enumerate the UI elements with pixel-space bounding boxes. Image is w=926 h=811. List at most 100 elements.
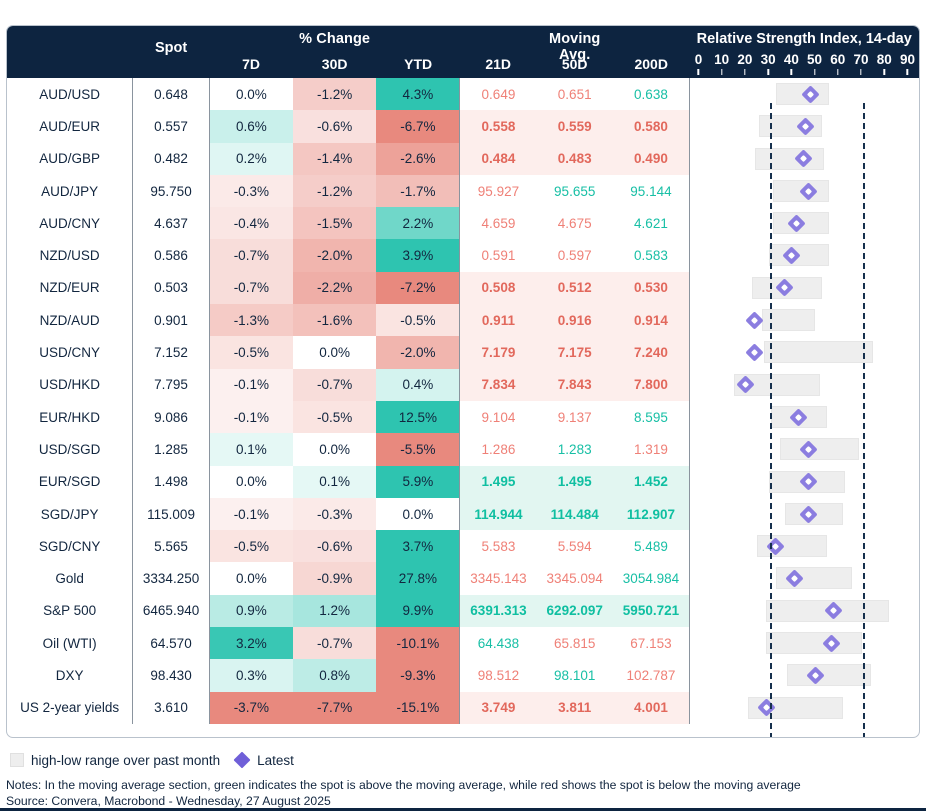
row-7d-change: 0.0% bbox=[209, 465, 293, 498]
row-30d-change: -0.5% bbox=[292, 400, 377, 434]
table-row[interactable]: US 2-year yields 3.610 -3.7% -7.7% -15.1% 3.7… bbox=[7, 691, 919, 724]
rsi-range-plot bbox=[690, 562, 919, 594]
row-rsi-cell bbox=[688, 239, 919, 272]
row-ma-50d: 0.512 bbox=[536, 271, 613, 305]
rsi-tick-label: 40 bbox=[783, 52, 799, 67]
row-instrument-name: EUR/HKD bbox=[7, 400, 133, 434]
table-row[interactable]: AUD/GBP 0.482 0.2% -1.4% -2.6% 0.484 0.483 0.49… bbox=[7, 142, 919, 175]
rsi-range-plot bbox=[690, 530, 919, 562]
row-ma-200d: 112.907 bbox=[612, 497, 690, 531]
row-ma-21d: 1.495 bbox=[459, 465, 537, 498]
header-200d[interactable]: 200D bbox=[612, 26, 690, 78]
rsi-range-plot bbox=[690, 175, 919, 207]
table-row[interactable]: USD/CNY 7.152 -0.5% 0.0% -2.0% 7.179 7.175 7.24… bbox=[7, 336, 919, 369]
header-rsi: Relative Strength Index, 14-day 0 10 20 30 4… bbox=[689, 26, 919, 78]
header-moving-avg-group[interactable]: Moving Avg. 50D bbox=[536, 26, 613, 78]
rsi-tick-label: 30 bbox=[760, 52, 776, 67]
table-row[interactable]: SGD/JPY 115.009 -0.1% -0.3% 0.0% 114.944 114.4… bbox=[7, 497, 919, 531]
table-row[interactable]: AUD/JPY 95.750 -0.3% -1.2% -1.7% 95.927 95.655… bbox=[7, 174, 919, 208]
legend-latest-label: Latest bbox=[257, 752, 294, 768]
row-ytd-change: 5.9% bbox=[376, 465, 460, 498]
row-rsi-cell bbox=[688, 594, 919, 628]
header-7d[interactable]: 7D bbox=[209, 26, 293, 78]
row-ma-21d: 3.749 bbox=[459, 691, 537, 724]
row-rsi-cell bbox=[688, 336, 919, 369]
table-row[interactable]: AUD/CNY 4.637 -0.4% -1.5% 2.2% 4.659 4.675 4.62… bbox=[7, 207, 919, 240]
rsi-tick-label: 50 bbox=[807, 52, 823, 67]
table-row[interactable]: Gold 3334.250 0.0% -0.9% 27.8% 3345.143 3345.0… bbox=[7, 562, 919, 595]
row-rsi-cell bbox=[688, 530, 919, 563]
table-row[interactable]: USD/SGD 1.285 0.1% 0.0% -5.5% 1.286 1.283 1.319 bbox=[7, 433, 919, 466]
row-ma-200d: 1.319 bbox=[612, 433, 690, 466]
table-row[interactable]: NZD/USD 0.586 -0.7% -2.0% 3.9% 0.591 0.597 0.58… bbox=[7, 239, 919, 272]
row-ma-200d: 4.621 bbox=[612, 207, 690, 240]
rsi-range-plot bbox=[690, 304, 919, 336]
header-ytd[interactable]: YTD bbox=[376, 26, 460, 78]
rsi-tick-mark bbox=[790, 69, 793, 75]
row-spot-value: 0.586 bbox=[132, 239, 210, 272]
rsi-range-plot bbox=[690, 207, 919, 239]
row-30d-change: -0.3% bbox=[292, 497, 377, 531]
row-7d-change: -0.7% bbox=[209, 271, 293, 305]
rsi-axis-ticks: 0 10 20 30 40 50 60 70 80 90 bbox=[689, 52, 919, 75]
table-row[interactable]: AUD/EUR 0.557 0.6% -0.6% -6.7% 0.558 0.559 0.58… bbox=[7, 110, 919, 143]
table-row[interactable]: NZD/AUD 0.901 -1.3% -1.6% -0.5% 0.911 0.916 0.9… bbox=[7, 304, 919, 337]
row-rsi-cell bbox=[688, 304, 919, 337]
table-row[interactable]: EUR/SGD 1.498 0.0% 0.1% 5.9% 1.495 1.495 1.452 bbox=[7, 465, 919, 498]
market-table: Spot 7D % Change 30D YTD 21D bbox=[6, 25, 920, 738]
rsi-range-plot bbox=[690, 433, 919, 465]
row-instrument-name: EUR/SGD bbox=[7, 465, 133, 498]
notes-line: Notes: In the moving average section, gr… bbox=[6, 778, 801, 792]
table-row[interactable]: DXY 98.430 0.3% 0.8% -9.3% 98.512 98.101 102.78… bbox=[7, 659, 919, 692]
header-spot[interactable]: Spot bbox=[132, 26, 210, 78]
row-rsi-cell bbox=[688, 142, 919, 175]
row-instrument-name: DXY bbox=[7, 659, 133, 692]
header-50d-label: 50D bbox=[561, 56, 588, 72]
table-header: Spot 7D % Change 30D YTD 21D bbox=[7, 26, 919, 78]
row-instrument-name: US 2-year yields bbox=[7, 691, 133, 724]
rsi-range-bar bbox=[766, 632, 862, 655]
rsi-range-plot bbox=[690, 498, 919, 530]
table-row[interactable]: USD/HKD 7.795 -0.1% -0.7% 0.4% 7.834 7.843 7.80… bbox=[7, 368, 919, 401]
row-ytd-change: -1.7% bbox=[376, 174, 460, 208]
header-pct-change-group[interactable]: % Change 30D bbox=[292, 26, 377, 78]
row-ytd-change: -2.6% bbox=[376, 142, 460, 175]
table-row[interactable]: Oil (WTI) 64.570 3.2% -0.7% -10.1% 64.438 65.8… bbox=[7, 627, 919, 660]
range-swatch-icon bbox=[10, 753, 24, 767]
row-ma-200d: 67.153 bbox=[612, 627, 690, 660]
row-ma-200d: 0.583 bbox=[612, 239, 690, 272]
row-ytd-change: 3.7% bbox=[376, 530, 460, 563]
row-ytd-change: -9.3% bbox=[376, 659, 460, 692]
table-row[interactable]: SGD/CNY 5.565 -0.5% -0.6% 3.7% 5.583 5.594 5.48… bbox=[7, 530, 919, 563]
header-21d[interactable]: 21D bbox=[459, 26, 537, 78]
row-rsi-cell bbox=[688, 207, 919, 240]
rsi-latest-marker bbox=[745, 343, 764, 362]
row-spot-value: 1.498 bbox=[132, 465, 210, 498]
rsi-tick-mark bbox=[697, 69, 700, 75]
header-spot-label: Spot bbox=[154, 40, 188, 56]
table-row[interactable]: AUD/USD 0.648 0.0% -1.2% 4.3% 0.649 0.651 0.638 bbox=[7, 78, 919, 111]
row-ma-50d: 98.101 bbox=[536, 659, 613, 692]
row-7d-change: 0.2% bbox=[209, 142, 293, 175]
row-ma-50d: 5.594 bbox=[536, 530, 613, 563]
rsi-tick-mark bbox=[906, 69, 909, 75]
table-row[interactable]: EUR/HKD 9.086 -0.1% -0.5% 12.5% 9.104 9.137 8.5… bbox=[7, 400, 919, 434]
row-spot-value: 0.901 bbox=[132, 304, 210, 337]
row-ma-50d: 3.811 bbox=[536, 691, 613, 724]
rsi-tick-mark bbox=[860, 69, 862, 75]
table-row[interactable]: S&P 500 6465.940 0.9% 1.2% 9.9% 6391.313 6292.… bbox=[7, 594, 919, 628]
row-instrument-name: NZD/EUR bbox=[7, 271, 133, 305]
row-ytd-change: 12.5% bbox=[376, 400, 460, 434]
row-ma-50d: 4.675 bbox=[536, 207, 613, 240]
row-ma-21d: 0.591 bbox=[459, 239, 537, 272]
row-ma-200d: 1.452 bbox=[612, 465, 690, 498]
row-ma-50d: 0.916 bbox=[536, 304, 613, 337]
row-instrument-name: AUD/CNY bbox=[7, 207, 133, 240]
row-ma-200d: 95.144 bbox=[612, 174, 690, 208]
rsi-tick-label: 90 bbox=[899, 52, 915, 67]
row-7d-change: -0.1% bbox=[209, 368, 293, 401]
rsi-tick-label: 70 bbox=[853, 52, 869, 67]
source-line: Source: Convera, Macrobond - Wednesday, … bbox=[6, 793, 331, 808]
row-spot-value: 64.570 bbox=[132, 627, 210, 660]
table-row[interactable]: NZD/EUR 0.503 -0.7% -2.2% -7.2% 0.508 0.512 0.5… bbox=[7, 271, 919, 305]
